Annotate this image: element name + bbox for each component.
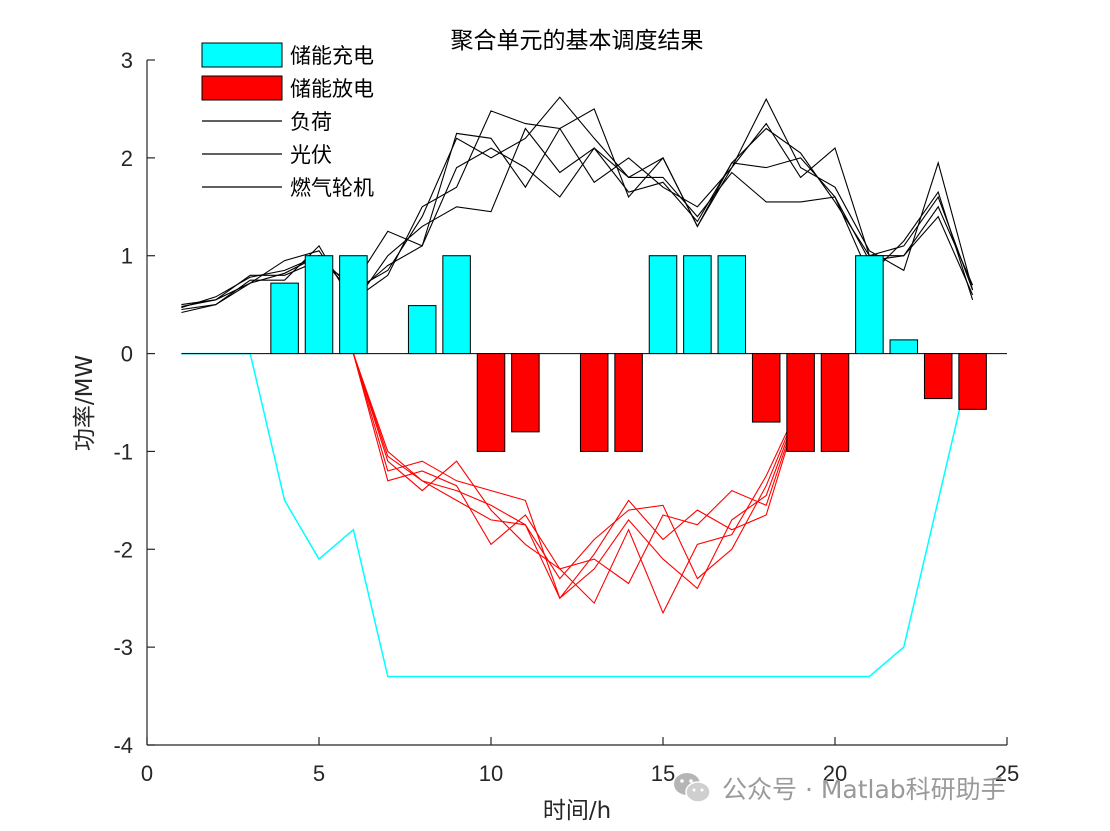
red-line-4 bbox=[352, 353, 802, 580]
y-tick-label-3: 3 bbox=[121, 48, 133, 73]
charge-bar-17 bbox=[717, 255, 747, 355]
legend-label-1: 储能充电 bbox=[290, 44, 374, 68]
watermark-text: 公众号 · Matlab科研助手 bbox=[722, 775, 1006, 804]
charge-bar-8 bbox=[407, 305, 437, 355]
legend-label-5: 燃气轮机 bbox=[290, 176, 374, 200]
charge-bar-4 bbox=[270, 282, 299, 355]
charge-bar-16 bbox=[683, 255, 712, 355]
bars-layer bbox=[181, 255, 1007, 452]
x-tick-label-20: 20 bbox=[823, 761, 847, 786]
watermark: 公众号 · Matlab科研助手 bbox=[672, 768, 1006, 808]
charge-bar-9 bbox=[442, 255, 471, 355]
charge-bar-15 bbox=[648, 255, 678, 355]
cyan-line-layer bbox=[181, 352, 974, 678]
discharge-bar-23 bbox=[923, 353, 953, 400]
y-tick-label-1: 1 bbox=[121, 244, 133, 269]
black-line-1 bbox=[181, 147, 974, 311]
discharge-bar-13 bbox=[579, 353, 609, 452]
charge-bar-6 bbox=[339, 255, 368, 355]
charge-bar-5 bbox=[304, 255, 334, 355]
discharge-bar-24 bbox=[958, 353, 987, 410]
x-tick-label-15: 15 bbox=[651, 761, 675, 786]
discharge-bar-11 bbox=[511, 353, 540, 433]
y-tick-label-0: 0 bbox=[121, 342, 133, 367]
y-tick-label-2: 2 bbox=[121, 146, 133, 171]
red-line-3 bbox=[352, 353, 802, 585]
discharge-bar-18 bbox=[751, 353, 781, 423]
discharge-bar-14 bbox=[614, 353, 643, 452]
x-tick-label-25: 25 bbox=[995, 761, 1019, 786]
legend-label-3: 负荷 bbox=[290, 110, 332, 134]
legend-label-4: 光伏 bbox=[290, 143, 332, 167]
legend-swatch-2 bbox=[201, 75, 283, 101]
charge-bar-22 bbox=[889, 339, 919, 355]
discharge-bar-19 bbox=[786, 353, 815, 452]
wechat-icon bbox=[674, 773, 711, 803]
axes bbox=[146, 59, 1008, 746]
y-axis-label: 功率/MW bbox=[72, 355, 98, 451]
x-axis-label: 时间/h bbox=[543, 798, 611, 824]
red-line-2 bbox=[352, 353, 802, 615]
cyan-line bbox=[181, 352, 974, 678]
charge-bar-21 bbox=[855, 255, 884, 355]
red-line-1 bbox=[352, 353, 802, 600]
legend-label-2: 储能放电 bbox=[290, 77, 374, 101]
y-tick-label--2: -2 bbox=[113, 537, 133, 562]
red-lines-layer bbox=[352, 353, 802, 615]
x-tick-label-10: 10 bbox=[479, 761, 503, 786]
discharge-bar-20 bbox=[820, 353, 850, 452]
black-line-3 bbox=[181, 110, 974, 306]
y-tick-label--4: -4 bbox=[113, 733, 133, 758]
x-tick-label-5: 5 bbox=[313, 761, 325, 786]
y-tick-label--1: -1 bbox=[113, 439, 133, 464]
y-tick-label--3: -3 bbox=[113, 635, 133, 660]
red-line-5 bbox=[352, 353, 802, 600]
discharge-bar-10 bbox=[476, 353, 506, 452]
chart-title: 聚合单元的基本调度结果 bbox=[451, 28, 704, 54]
legend-swatch-1 bbox=[201, 42, 283, 68]
x-tick-label-0: 0 bbox=[141, 761, 153, 786]
